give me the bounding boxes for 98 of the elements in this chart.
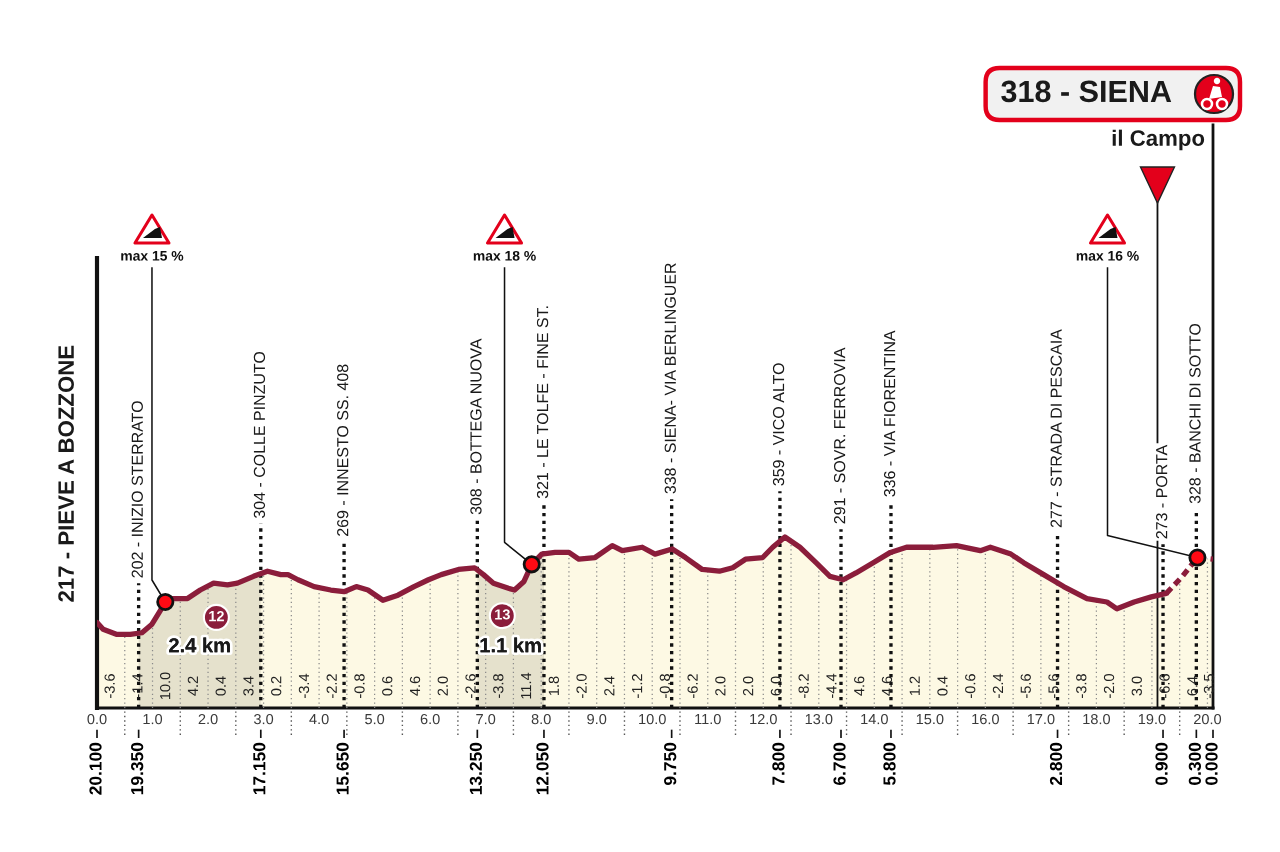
text: 304 - COLLE PINZUTO: [253, 351, 266, 519]
annotation: 6.4: [1187, 676, 1198, 696]
annotation: -2.2: [326, 674, 337, 698]
x-tick-label: 20.0: [1193, 713, 1222, 725]
x2-tick-label: 12.050: [536, 742, 549, 795]
annotation: 4.6: [409, 676, 421, 696]
text: 269 - INNESTO SS. 408: [337, 364, 349, 536]
band-label: 1.1 km: [480, 637, 541, 653]
annotation: -6.2: [687, 674, 698, 698]
x2-tick-label: 5.800: [883, 742, 896, 786]
annotation: max 15 %: [121, 250, 184, 261]
annotation: -5.6: [1048, 674, 1059, 698]
annotation: 4.6: [854, 676, 865, 696]
annotation: 2.0: [437, 676, 448, 696]
text: 359 - VICO ALTO: [772, 363, 785, 486]
x-tick-label: 19.0: [1138, 713, 1166, 725]
x2-tick-label: 19.350: [131, 742, 144, 795]
x2-tick-label: 20.100: [89, 742, 102, 795]
x2-tick-label: 0.300: [1188, 742, 1202, 785]
band-label: 2.4 km: [169, 637, 230, 653]
x2-tick-label: 0.000: [1205, 742, 1218, 785]
chart-subtitle: il Campo: [1112, 129, 1205, 151]
x2-tick-label: 0.900: [1155, 742, 1168, 785]
annotation: -3.4: [298, 673, 310, 698]
x-tick-label: 12.0: [750, 713, 777, 725]
annotation: -4.4: [826, 673, 837, 698]
x2-tick-label: 6.700: [833, 742, 846, 785]
annotation: 3.4: [243, 676, 254, 696]
x-tick-label: 9.0: [587, 713, 607, 725]
x-tick-label: 18.0: [1083, 713, 1111, 725]
x-tick-label: 14.0: [861, 713, 888, 725]
annotation: -0.8: [659, 674, 671, 698]
annotation: 273 - PORTA: [1156, 444, 1168, 539]
text: 336 - VIA FIORENTINA: [883, 330, 896, 497]
annotation: 3.0: [1131, 676, 1142, 696]
x2-tick-label: 17.150: [253, 742, 266, 795]
x-tick-label: 8.0: [531, 713, 551, 725]
annotation: 2.4: [604, 676, 615, 696]
x2-tick-label: 9.750: [664, 742, 677, 786]
annotation: -3.6: [104, 674, 115, 698]
annotation: 2.0: [742, 676, 754, 696]
x-tick-label: 3.0: [253, 713, 274, 725]
annotation: 10.0: [159, 672, 171, 700]
x2-tick-label: 2.800: [1049, 742, 1063, 786]
annotation: 2.0: [715, 676, 726, 696]
x2-tick-label: 7.800: [772, 742, 785, 785]
x-tick-label: 4.0: [309, 713, 329, 725]
x-tick-label: 11.0: [695, 713, 721, 725]
annotation: -2.6: [465, 674, 476, 698]
x-tick-label: 1.0: [143, 713, 163, 725]
annotation: -2.4: [992, 673, 1004, 698]
annotation: 4.2: [187, 676, 198, 696]
annotation: 0.4: [215, 676, 226, 696]
annotation: 202 - INIZIO STERRATO: [131, 401, 143, 578]
annotation: -6.6: [1159, 674, 1170, 698]
annotation: 1.8: [548, 676, 559, 696]
annotation: -8.2: [798, 674, 809, 698]
text: 328 - BANCHI DI SOTTO: [1189, 323, 1201, 504]
x-tick-label: 5.0: [365, 713, 385, 725]
annotation: -1.2: [631, 674, 643, 698]
ref-line-label: 217 - PIEVE A BOZZONE: [58, 345, 74, 602]
annotation: 11.4: [521, 672, 532, 699]
annotation: 0.4: [937, 676, 948, 696]
x2-tick-label: 15.650: [336, 742, 349, 795]
annotation: max 16 %: [1076, 250, 1139, 261]
x-tick-label: 15.0: [916, 713, 944, 725]
annotation: -5.6: [1020, 674, 1031, 698]
annotation: 4.6: [881, 676, 893, 696]
x-tick-label: 0.0: [87, 713, 107, 725]
text: 308 - BOTTEGA NUOVA: [470, 338, 482, 515]
annotation: -3.8: [1076, 674, 1087, 698]
x-tick-label: 16.0: [972, 713, 999, 725]
text: 338 - SIENA- VIA BERLINGUER: [664, 263, 676, 494]
x-tick-label: 6.0: [420, 713, 440, 725]
annotation: -3.5: [1203, 674, 1215, 698]
x-tick-label: 7.0: [476, 713, 496, 725]
annotation: 13: [495, 609, 510, 620]
text: 321 - LE TOLFE - FINE ST.: [536, 306, 549, 499]
text: 277 - STRADA DI PESCAIA: [1050, 329, 1062, 528]
annotation: -2.0: [576, 674, 587, 698]
annotation: -3.8: [493, 674, 504, 698]
annotation: 6.0: [770, 676, 782, 696]
annotation: -0.6: [965, 674, 976, 698]
annotation: -2.0: [1103, 674, 1115, 698]
x-tick-label: 13.0: [805, 713, 833, 725]
annotation: -0.8: [354, 674, 365, 698]
x-tick-label: 10.0: [639, 713, 666, 725]
annotation: max 18 %: [473, 250, 536, 261]
annotation: 12: [209, 610, 224, 622]
x2-tick-label: 13.250: [469, 742, 483, 795]
annotation: 0.6: [382, 676, 393, 696]
text: 291 - SOVR. FERROVIA: [833, 347, 846, 524]
annotation: 0.2: [271, 676, 282, 696]
annotation: -1.4: [132, 673, 143, 698]
x-tick-label: 2.0: [198, 713, 218, 725]
chart-title: 318 - SIENA: [1001, 80, 1172, 103]
x-tick-label: 17.0: [1027, 713, 1055, 725]
annotation: 1.2: [909, 676, 920, 696]
